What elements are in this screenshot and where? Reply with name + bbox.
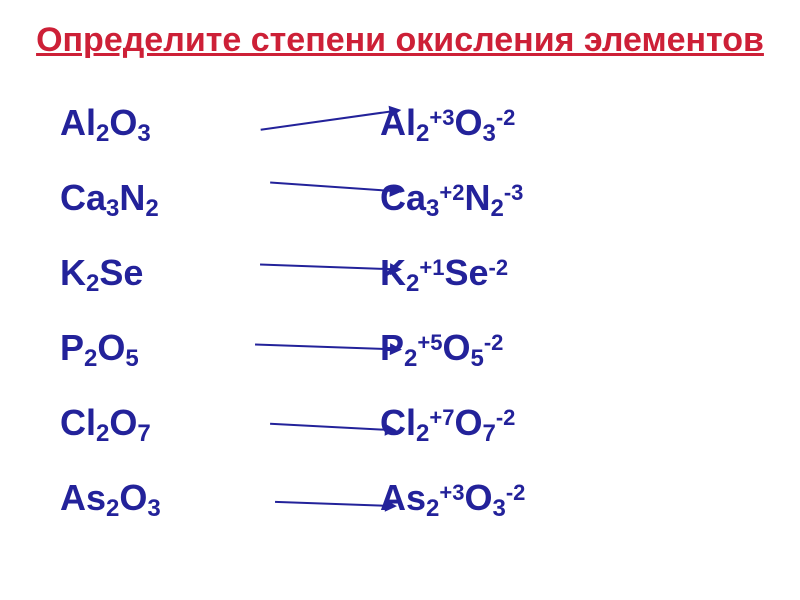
element-symbol: K (60, 252, 86, 294)
subscript: 2 (490, 195, 503, 223)
element-symbol: Se (444, 252, 488, 294)
oxidation-state: +2 (439, 180, 464, 206)
subscript: 2 (84, 345, 97, 373)
chemical-formula: As2+3O3-2 (380, 477, 525, 519)
subscript: 3 (426, 195, 439, 223)
oxidation-state: -2 (496, 105, 516, 131)
subscript: 2 (145, 195, 158, 223)
subscript: 3 (106, 195, 119, 223)
formulas-left-column: Al2O3Ca3N2K2SeP2O5Cl2O7As2O3 (30, 86, 250, 536)
formula-row-left-1: Al2O3 (60, 86, 250, 161)
element-symbol: Ca (60, 177, 106, 219)
subscript: 2 (96, 120, 109, 148)
formula-row-left-5: Cl2O7 (60, 386, 250, 461)
chemical-formula: Al2+3O3-2 (380, 102, 515, 144)
formula-row-left-4: P2O5 (60, 311, 250, 386)
element-symbol: Se (99, 252, 143, 294)
element-symbol: O (464, 477, 492, 519)
oxidation-state: -2 (489, 255, 509, 281)
element-symbol: O (119, 477, 147, 519)
chemical-formula: As2O3 (60, 477, 161, 519)
chemical-formula: Cl2+7O7-2 (380, 402, 515, 444)
content-area: Al2O3Ca3N2K2SeP2O5Cl2O7As2O3 Al2+3O3-2Ca… (30, 86, 770, 536)
subscript: 2 (416, 420, 429, 448)
element-symbol: O (454, 102, 482, 144)
formula-row-left-2: Ca3N2 (60, 161, 250, 236)
formula-row-right-1: Al2+3O3-2 (380, 86, 630, 161)
element-symbol: As (380, 477, 426, 519)
element-symbol: O (442, 327, 470, 369)
arrow-4 (255, 343, 400, 350)
oxidation-state: +3 (439, 480, 464, 506)
arrow-3 (260, 263, 400, 270)
oxidation-state: -2 (484, 330, 504, 356)
oxidation-state: -3 (504, 180, 524, 206)
formula-row-left-6: As2O3 (60, 461, 250, 536)
element-symbol: O (97, 327, 125, 369)
element-symbol: K (380, 252, 406, 294)
chemical-formula: Al2O3 (60, 102, 151, 144)
subscript: 2 (86, 270, 99, 298)
formula-row-right-2: Ca3+2N2-3 (380, 161, 630, 236)
chemical-formula: Ca3+2N2-3 (380, 177, 523, 219)
chemical-formula: Ca3N2 (60, 177, 159, 219)
subscript: 2 (96, 420, 109, 448)
element-symbol: Ca (380, 177, 426, 219)
element-symbol: As (60, 477, 106, 519)
subscript: 3 (137, 120, 150, 148)
element-symbol: O (109, 402, 137, 444)
element-symbol: O (109, 102, 137, 144)
page-title: Определите степени окисления элементов (30, 20, 770, 61)
element-symbol: O (454, 402, 482, 444)
element-symbol: Cl (60, 402, 96, 444)
subscript: 5 (470, 345, 483, 373)
oxidation-state: -2 (506, 480, 526, 506)
subscript: 7 (137, 420, 150, 448)
element-symbol: N (119, 177, 145, 219)
formula-row-right-6: As2+3O3-2 (380, 461, 630, 536)
chemical-formula: K2+1Se-2 (380, 252, 508, 294)
subscript: 2 (416, 120, 429, 148)
subscript: 2 (426, 495, 439, 523)
chemical-formula: K2Se (60, 252, 143, 294)
subscript: 2 (106, 495, 119, 523)
element-symbol: Al (60, 102, 96, 144)
chemical-formula: P2O5 (60, 327, 139, 369)
element-symbol: P (380, 327, 404, 369)
element-symbol: Cl (380, 402, 416, 444)
element-symbol: Al (380, 102, 416, 144)
subscript: 3 (147, 495, 160, 523)
chemical-formula: Cl2O7 (60, 402, 151, 444)
formula-row-right-5: Cl2+7O7-2 (380, 386, 630, 461)
element-symbol: N (464, 177, 490, 219)
arrow-1 (261, 109, 400, 130)
oxidation-state: +5 (417, 330, 442, 356)
oxidation-state: +1 (419, 255, 444, 281)
subscript: 3 (482, 120, 495, 148)
oxidation-state: -2 (496, 405, 516, 431)
chemical-formula: P2+5O5-2 (380, 327, 503, 369)
subscript: 3 (493, 495, 506, 523)
subscript: 5 (125, 345, 138, 373)
formula-row-right-3: K2+1Se-2 (380, 236, 630, 311)
formula-row-right-4: P2+5O5-2 (380, 311, 630, 386)
arrow-5 (270, 423, 395, 432)
oxidation-state: +3 (429, 105, 454, 131)
element-symbol: P (60, 327, 84, 369)
oxidation-state: +7 (429, 405, 454, 431)
subscript: 2 (404, 345, 417, 373)
subscript: 2 (406, 270, 419, 298)
formula-row-left-3: K2Se (60, 236, 250, 311)
subscript: 7 (482, 420, 495, 448)
arrow-6 (275, 501, 395, 507)
